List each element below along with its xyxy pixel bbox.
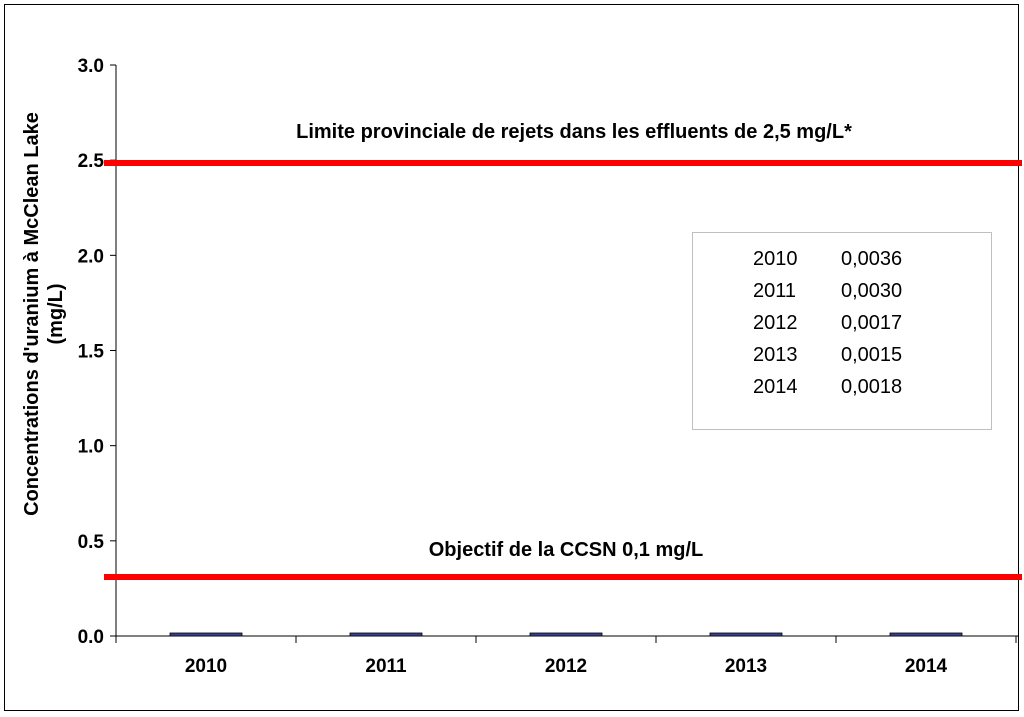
x-tick-label: 2013 [725, 656, 767, 677]
bars [169, 632, 963, 637]
cnsc-objective-label: Objectif de la CCSN 0,1 mg/L [429, 539, 704, 561]
y-axis: 0.0 0.5 1.0 1.5 2.0 2.5 3.0 [78, 56, 117, 648]
data-table-row: 2014 0,0018 [753, 371, 902, 403]
data-table-value: 0,0036 [841, 247, 903, 270]
bar-2012 [529, 632, 603, 637]
data-table-year: 2010 [753, 247, 798, 270]
bar-2014 [889, 632, 963, 637]
y-tick-label: 2.0 [78, 246, 104, 267]
data-table-row: 2010 0,0036 [753, 243, 902, 275]
x-tick-label: 2011 [365, 656, 407, 677]
data-table-year: 2012 [753, 311, 798, 334]
data-table-year: 2013 [753, 343, 798, 366]
x-tick-label: 2012 [545, 656, 587, 677]
data-table-value: 0,0018 [841, 375, 903, 398]
data-table-row: 2013 0,0015 [753, 339, 902, 371]
y-tick-label: 3.0 [78, 56, 104, 77]
data-table-value: 0,0015 [841, 343, 903, 366]
y-tick-label: 2.5 [78, 151, 105, 172]
data-table-year: 2014 [753, 375, 798, 398]
data-table-year: 2011 [753, 279, 797, 302]
y-tick-label: 1.5 [78, 342, 105, 363]
x-tick-label: 2010 [185, 656, 227, 677]
data-table: 2010 0,0036 2011 0,0030 2012 0,0017 2013 0,0015… [753, 243, 902, 403]
bar-2013 [709, 632, 783, 637]
data-table-row: 2011 0,0030 [753, 275, 902, 307]
bar-2011 [349, 632, 423, 637]
bar-2010 [169, 632, 243, 637]
provincial-limit-label: Limite provinciale de rejets dans les ef… [296, 121, 852, 143]
data-table-row: 2012 0,0017 [753, 307, 902, 339]
y-tick-label: 1.0 [78, 437, 104, 458]
data-table-value: 0,0030 [841, 279, 903, 302]
y-tick-label: 0.0 [78, 627, 104, 648]
y-tick-label: 0.5 [78, 532, 105, 553]
y-axis-title: Concentrations d'uranium à McClean Lake(… [21, 112, 67, 516]
x-tick-label: 2014 [905, 656, 948, 677]
data-table-box: 2010 0,0036 2011 0,0030 2012 0,0017 2013 0,0015… [692, 232, 992, 430]
data-table-value: 0,0017 [841, 311, 903, 334]
reference-lines [104, 160, 1022, 580]
x-axis: 2010 2011 2012 2013 2014 [115, 635, 1018, 677]
